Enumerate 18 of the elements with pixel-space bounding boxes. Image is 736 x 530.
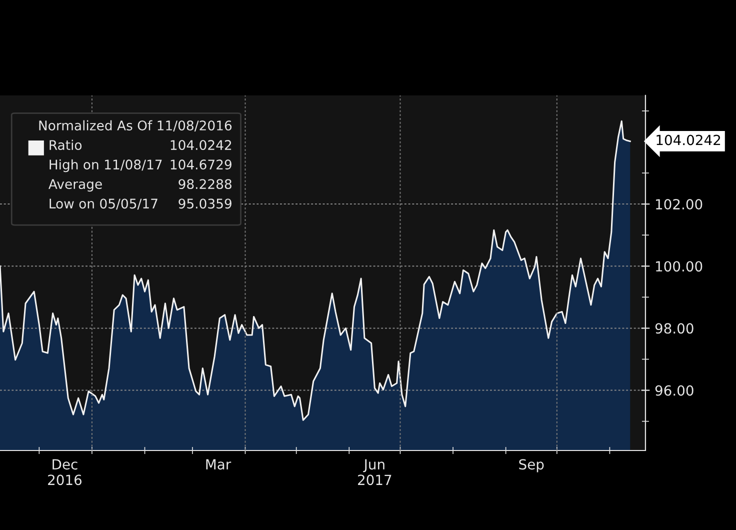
annotation: Average <box>48 179 102 192</box>
annotation: High on 11/08/17 <box>50 159 162 172</box>
annotation: 104.6729 <box>170 160 232 170</box>
legend-title: Normalized As Of 11/08/2016 <box>39 120 232 132</box>
x-tick-label: Sep <box>519 459 544 472</box>
x-tick-label: Dec 2016 <box>48 459 82 486</box>
y-tick-label: 102.00 <box>656 199 702 210</box>
legend-label: Ratio <box>50 140 82 150</box>
annotation: Low on 05/05/17 <box>50 198 158 210</box>
y-tick-label: 96.00 <box>655 385 694 396</box>
annotation: 98.2288 <box>178 179 232 190</box>
x-tick-label: Mar <box>206 459 232 470</box>
y-tick-label: 98.00 <box>655 323 694 334</box>
annotation: 95.0359 <box>178 198 232 209</box>
x-tick-label: Jun 2017 <box>358 459 392 486</box>
annotation: 104.0242 <box>170 140 232 150</box>
y-tick-label: 100.00 <box>656 261 702 272</box>
annotation: 104.0242 <box>656 134 720 146</box>
